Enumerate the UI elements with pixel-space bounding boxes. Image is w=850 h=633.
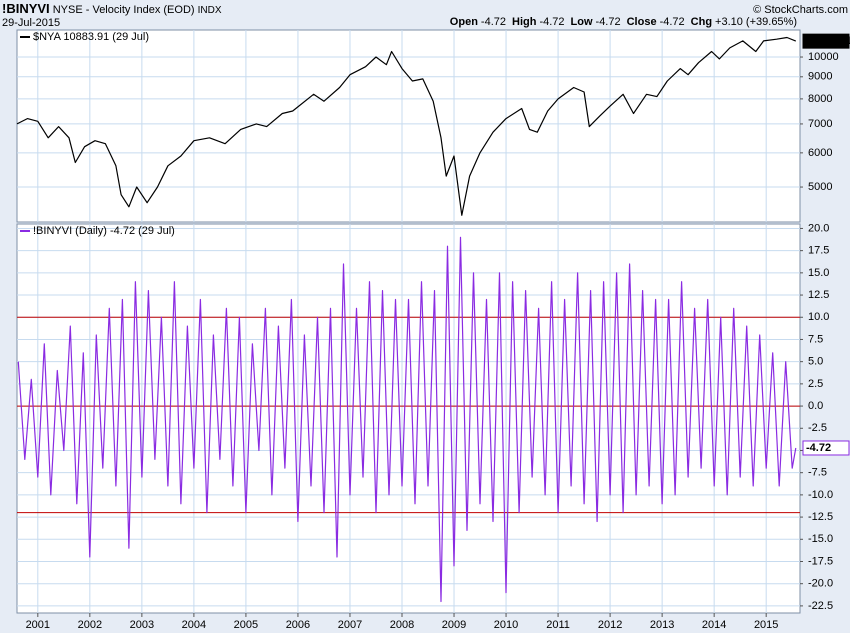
x-tick-label: 2013 — [650, 619, 674, 631]
exchange: INDX — [198, 5, 222, 16]
last-value-label: -4.72 — [806, 442, 831, 454]
y-tick-label: -10.0 — [808, 489, 833, 501]
panel — [16, 223, 801, 614]
y-tick-label: 2.5 — [808, 378, 823, 390]
y-tick-label: -22.5 — [808, 600, 833, 612]
y-tick-label: 15.0 — [808, 267, 829, 279]
y-tick-label: 12.5 — [808, 289, 829, 301]
panel — [16, 29, 801, 223]
x-tick-label: 2009 — [442, 619, 466, 631]
quote-value: -4.72 — [539, 16, 564, 28]
last-value-box — [802, 33, 850, 49]
y-tick-label: 7000 — [808, 118, 832, 130]
quote-label: Chg — [691, 16, 712, 28]
quote: Open -4.72 High -4.72 Low -4.72 Close -4.72 Chg +… — [450, 16, 797, 28]
chart-header: !BINYVI NYSE - Velocity Index (EOD) INDX — [2, 1, 222, 16]
x-tick-label: 2004 — [182, 619, 206, 631]
y-tick-label: 5.0 — [808, 356, 823, 368]
x-tick-label: 2012 — [598, 619, 622, 631]
legend-label: !BINYVI (Daily) -4.72 (29 Jul) — [33, 225, 175, 237]
legend-label: $NYA 10883.91 (29 Jul) — [33, 31, 149, 43]
date: 29-Jul-2015 — [2, 17, 60, 29]
y-tick-label: -20.0 — [808, 578, 833, 590]
y-tick-label: 7.5 — [808, 333, 823, 345]
y-tick-label: -17.5 — [808, 555, 833, 567]
series-line — [16, 36, 797, 216]
x-tick-label: 2015 — [754, 619, 778, 631]
y-tick-label: 0.0 — [808, 400, 823, 412]
x-tick-label: 2001 — [26, 619, 50, 631]
y-tick-label: 10.0 — [808, 311, 829, 323]
y-tick-label: 9000 — [808, 71, 832, 83]
x-tick-label: 2006 — [286, 619, 310, 631]
series-line — [17, 236, 797, 603]
x-tick-label: 2008 — [390, 619, 414, 631]
y-tick-label: 6000 — [808, 147, 832, 159]
x-tick-label: 2011 — [546, 619, 570, 631]
last-value-label: 10883.91 — [806, 35, 850, 47]
y-tick-label: -15.0 — [808, 533, 833, 545]
quote-label: Open — [450, 16, 478, 28]
x-tick-label: 2003 — [130, 619, 154, 631]
y-tick-label: 8000 — [808, 93, 832, 105]
quote-label: High — [512, 16, 537, 28]
x-tick-label: 2002 — [78, 619, 102, 631]
x-tick-label: 2005 — [234, 619, 258, 631]
x-tick-label: 2007 — [338, 619, 362, 631]
symbol: !BINYVI — [2, 1, 50, 16]
x-tick-label: 2010 — [494, 619, 518, 631]
index-name: NYSE - Velocity Index (EOD) — [53, 4, 195, 16]
y-tick-label: 20.0 — [808, 222, 829, 234]
copyright: © StockCharts.com — [753, 4, 848, 16]
last-value-box — [802, 440, 850, 456]
y-tick-label: -7.5 — [808, 467, 827, 479]
quote-value: -4.72 — [596, 16, 621, 28]
quote-label: Low — [571, 16, 593, 28]
quote-value: +3.10 (+39.65%) — [715, 16, 797, 28]
y-tick-label: 10000 — [808, 51, 839, 63]
y-tick-label: 17.5 — [808, 245, 829, 257]
y-tick-label: -12.5 — [808, 511, 833, 523]
x-tick-label: 2014 — [702, 619, 726, 631]
quote-label: Close — [627, 16, 657, 28]
quote-value: -4.72 — [481, 16, 506, 28]
quote-value: -4.72 — [660, 16, 685, 28]
y-tick-label: -2.5 — [808, 422, 827, 434]
y-tick-label: 5000 — [808, 181, 832, 193]
